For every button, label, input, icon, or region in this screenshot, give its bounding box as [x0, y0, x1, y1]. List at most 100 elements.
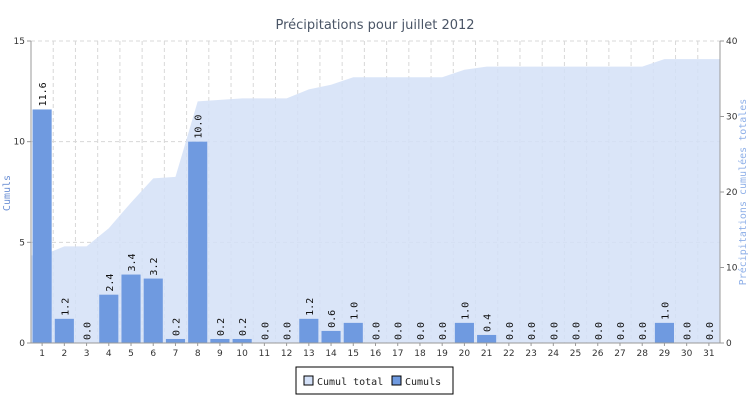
bar-value-label: 11.6: [38, 82, 49, 106]
bar-value-label: 10.0: [194, 115, 205, 139]
bars-cumuls: [32, 109, 674, 343]
x-tick-label: 22: [503, 349, 514, 359]
x-tick-label: 8: [195, 349, 201, 359]
legend-label-cumul-total: Cumul total: [317, 377, 383, 388]
legend-swatch-cumul-total: [303, 375, 314, 386]
x-tick-label: 4: [106, 349, 112, 359]
x-tick-label: 31: [703, 349, 714, 359]
y-tick-label-right: 0: [726, 339, 732, 349]
x-tick-label: 21: [481, 349, 492, 359]
bar-value-label: 0.0: [283, 322, 294, 340]
x-tick-label: 2: [61, 349, 67, 359]
bar-day-15: [343, 322, 363, 343]
x-tick-label: 15: [348, 349, 359, 359]
bar-value-label: 0.0: [683, 322, 694, 340]
bar-day-1: [32, 109, 52, 343]
legend-box: [295, 366, 454, 395]
x-tick-label: 6: [150, 349, 156, 359]
bar-value-label: 0.0: [416, 322, 427, 340]
x-tick-label: 26: [592, 349, 604, 359]
y-tick-label-right: 30: [726, 113, 738, 123]
bar-value-label: 0.4: [483, 314, 494, 332]
x-tick-label: 9: [217, 349, 223, 359]
bar-value-label: 1.0: [660, 302, 671, 320]
bar-value-label: 0.0: [638, 322, 649, 340]
y-axis-label-right: Précipitations cumulées totales: [737, 99, 749, 286]
y-tick-label-left: 15: [14, 37, 25, 47]
x-tick-label: 10: [236, 349, 248, 359]
x-tick-label: 1: [39, 349, 45, 359]
bar-value-label: 0.0: [372, 322, 383, 340]
x-tick-label: 14: [325, 349, 337, 359]
bar-value-label: 1.2: [60, 298, 71, 316]
x-tick-label: 17: [392, 349, 403, 359]
y-tick-label-left: 10: [14, 138, 26, 148]
bar-value-label: 0.0: [83, 322, 94, 340]
bar-day-21: [477, 334, 497, 343]
bar-value-label: 0.6: [327, 310, 338, 328]
bar-value-label: 0.0: [260, 322, 271, 340]
x-tick-label: 13: [303, 349, 314, 359]
x-tick-label: 7: [173, 349, 179, 359]
bar-value-label: 0.2: [216, 318, 227, 336]
bar-day-5: [121, 274, 141, 343]
bar-day-14: [321, 330, 341, 343]
legend-swatch-cumuls: [391, 375, 402, 386]
x-tick-label: 29: [659, 349, 671, 359]
bar-value-label: 0.2: [171, 318, 182, 336]
x-tick-label: 23: [525, 349, 536, 359]
x-tick-label: 20: [459, 349, 471, 359]
x-tick-label: 24: [548, 349, 560, 359]
bar-day-29: [654, 322, 674, 343]
bar-day-4: [99, 294, 119, 343]
bar-value-label: 0.0: [549, 322, 560, 340]
bar-value-label: 1.0: [349, 302, 360, 320]
x-tick-label: 27: [614, 349, 625, 359]
bar-value-label: 0.2: [238, 318, 249, 336]
bar-value-label: 0.0: [572, 322, 583, 340]
bar-value-label: 0.0: [438, 322, 449, 340]
bar-value-label: 3.4: [127, 253, 138, 271]
bar-value-label: 1.0: [460, 302, 471, 320]
bar-day-10: [232, 338, 252, 343]
bar-value-label: 3.2: [149, 258, 160, 276]
y-axis-label-left: Cumuls: [2, 175, 13, 211]
y-tick-label-right: 40: [726, 37, 738, 47]
y-tick-label-left: 0: [19, 339, 25, 349]
chart-title: Précipitations pour juillet 2012: [275, 18, 474, 33]
bar-day-2: [54, 318, 74, 343]
bar-value-label: 1.2: [305, 298, 316, 316]
bar-value-label: 0.0: [705, 322, 716, 340]
bar-day-20: [454, 322, 474, 343]
bar-value-label: 0.0: [394, 322, 405, 340]
x-tick-label: 19: [436, 349, 448, 359]
x-tick-label: 11: [259, 349, 270, 359]
y-tick-label-right: 10: [726, 264, 738, 274]
y-tick-label-left: 5: [19, 238, 25, 248]
x-tick-label: 12: [281, 349, 292, 359]
bar-day-13: [299, 318, 319, 343]
bar-value-label: 0.0: [527, 322, 538, 340]
y-tick-label-right: 20: [726, 188, 738, 198]
legend-label-cumuls: Cumuls: [405, 377, 441, 388]
bar-value-labels: 11.6 1.2 0.0 2.4 3.4 3.2 0.2 10.0 0.2 0.2 0.0 0.0 1.…: [38, 82, 716, 340]
bar-day-6: [143, 278, 163, 343]
legend: Cumul total Cumuls: [295, 366, 454, 395]
x-tick-label: 5: [128, 349, 134, 359]
x-tick-label: 3: [84, 349, 90, 359]
bar-day-7: [165, 338, 186, 343]
bar-value-label: 0.0: [594, 322, 605, 340]
x-tick-label: 28: [636, 349, 648, 359]
bar-day-8: [188, 141, 208, 343]
x-tick-label: 30: [681, 349, 693, 359]
bar-day-9: [210, 338, 230, 343]
bar-value-label: 2.4: [105, 274, 116, 292]
x-tick-label: 25: [570, 349, 581, 359]
bar-value-label: 0.0: [505, 322, 516, 340]
x-tick-label: 18: [414, 349, 426, 359]
x-tick-label: 16: [370, 349, 382, 359]
bar-value-label: 0.0: [616, 322, 627, 340]
